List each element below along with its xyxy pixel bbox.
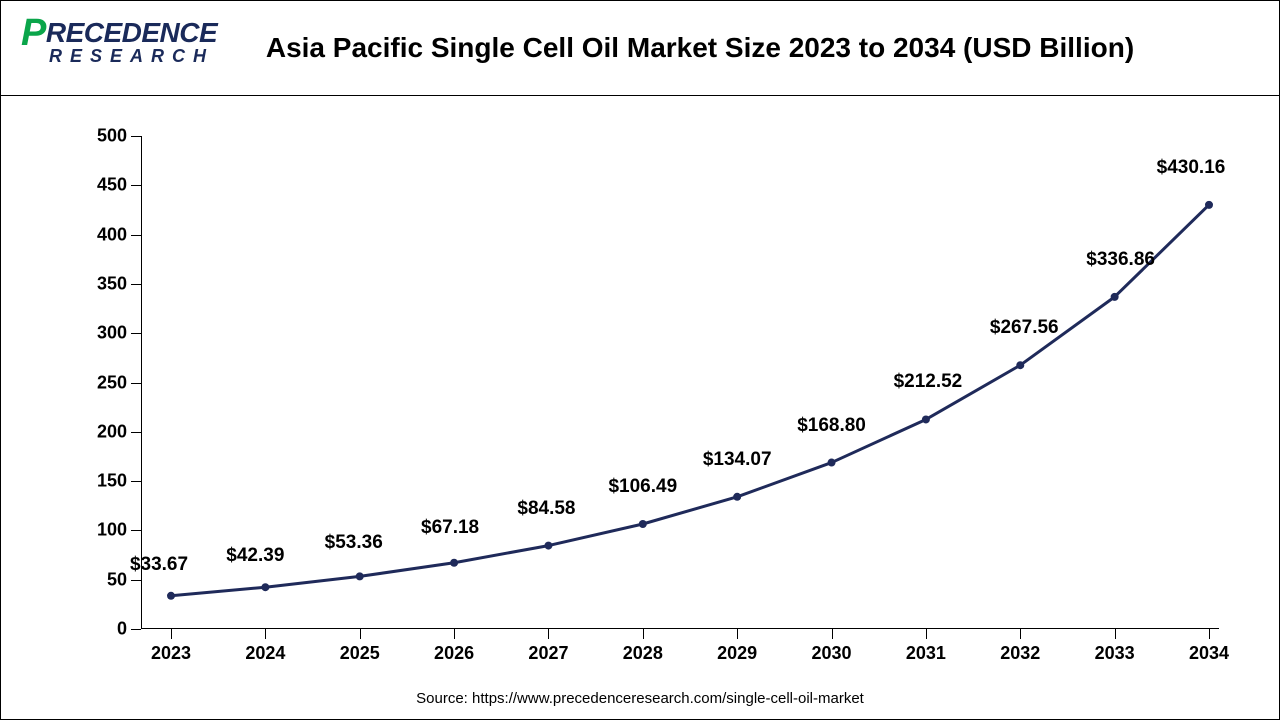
- series-marker: [922, 415, 930, 423]
- x-tick-label: 2034: [1189, 643, 1229, 664]
- data-label: $84.58: [517, 498, 575, 520]
- line-series: [141, 136, 1219, 629]
- plot-region: 0501001502002503003504004505002023202420…: [141, 136, 1219, 629]
- x-tick-label: 2023: [151, 643, 191, 664]
- y-tick: [131, 383, 141, 384]
- series-marker: [1205, 201, 1213, 209]
- series-marker: [639, 520, 647, 528]
- x-tick: [737, 629, 738, 639]
- x-tick-label: 2027: [528, 643, 568, 664]
- source-caption: Source: https://www.precedenceresearch.c…: [1, 690, 1279, 707]
- data-label: $212.52: [894, 371, 963, 393]
- x-tick-label: 2025: [340, 643, 380, 664]
- y-tick-label: 250: [97, 372, 127, 393]
- y-tick-label: 450: [97, 175, 127, 196]
- y-tick-label: 300: [97, 323, 127, 344]
- data-label: $106.49: [608, 476, 677, 498]
- y-tick-label: 400: [97, 224, 127, 245]
- series-marker: [167, 592, 175, 600]
- brand-rest: RECEDENCE: [46, 17, 217, 48]
- x-tick-label: 2031: [906, 643, 946, 664]
- y-tick-label: 500: [97, 126, 127, 147]
- y-tick-label: 200: [97, 421, 127, 442]
- x-tick: [265, 629, 266, 639]
- series-marker: [1016, 361, 1024, 369]
- data-label: $67.18: [421, 517, 479, 539]
- y-tick-label: 350: [97, 273, 127, 294]
- y-tick: [131, 136, 141, 137]
- header-band: PRECEDENCE RESEARCH Asia Pacific Single …: [1, 1, 1279, 96]
- brand-line2: RESEARCH: [49, 46, 221, 67]
- x-tick: [171, 629, 172, 639]
- series-marker: [1111, 293, 1119, 301]
- x-tick: [1115, 629, 1116, 639]
- y-tick: [131, 185, 141, 186]
- series-marker: [544, 542, 552, 550]
- y-tick-label: 50: [107, 569, 127, 590]
- x-tick: [548, 629, 549, 639]
- x-tick-label: 2024: [245, 643, 285, 664]
- series-marker: [261, 583, 269, 591]
- x-tick-label: 2030: [812, 643, 852, 664]
- y-tick: [131, 629, 141, 630]
- y-tick-label: 0: [117, 619, 127, 640]
- y-tick: [131, 530, 141, 531]
- y-tick: [131, 481, 141, 482]
- series-marker: [356, 572, 364, 580]
- chart-area: 0 50 100 150 200 250 300 350 400 450 500 2023 2024 20…: [1, 96, 1279, 719]
- x-tick-label: 2033: [1095, 643, 1135, 664]
- data-label: $430.16: [1157, 157, 1226, 179]
- data-label: $33.67: [130, 554, 188, 576]
- y-tick: [131, 284, 141, 285]
- series-marker: [828, 459, 836, 467]
- x-tick: [360, 629, 361, 639]
- x-tick-label: 2028: [623, 643, 663, 664]
- y-tick-label: 150: [97, 471, 127, 492]
- x-tick: [1209, 629, 1210, 639]
- brand-logo: PRECEDENCE RESEARCH: [21, 9, 221, 67]
- series-marker: [733, 493, 741, 501]
- x-tick: [926, 629, 927, 639]
- x-tick: [454, 629, 455, 639]
- y-tick: [131, 580, 141, 581]
- x-tick-label: 2032: [1000, 643, 1040, 664]
- x-tick: [643, 629, 644, 639]
- x-tick: [1020, 629, 1021, 639]
- data-label: $168.80: [797, 415, 866, 437]
- data-label: $336.86: [1086, 249, 1155, 271]
- x-tick: [832, 629, 833, 639]
- data-label: $134.07: [703, 449, 772, 471]
- x-tick-label: 2029: [717, 643, 757, 664]
- data-label: $267.56: [990, 317, 1059, 339]
- data-label: $53.36: [325, 532, 383, 554]
- chart-card: PRECEDENCE RESEARCH Asia Pacific Single …: [0, 0, 1280, 720]
- x-tick-label: 2026: [434, 643, 474, 664]
- y-tick-label: 100: [97, 520, 127, 541]
- y-tick: [131, 235, 141, 236]
- data-label: $42.39: [226, 545, 284, 567]
- y-tick: [131, 333, 141, 334]
- series-marker: [450, 559, 458, 567]
- brand-initial: P: [21, 12, 46, 55]
- y-tick: [131, 432, 141, 433]
